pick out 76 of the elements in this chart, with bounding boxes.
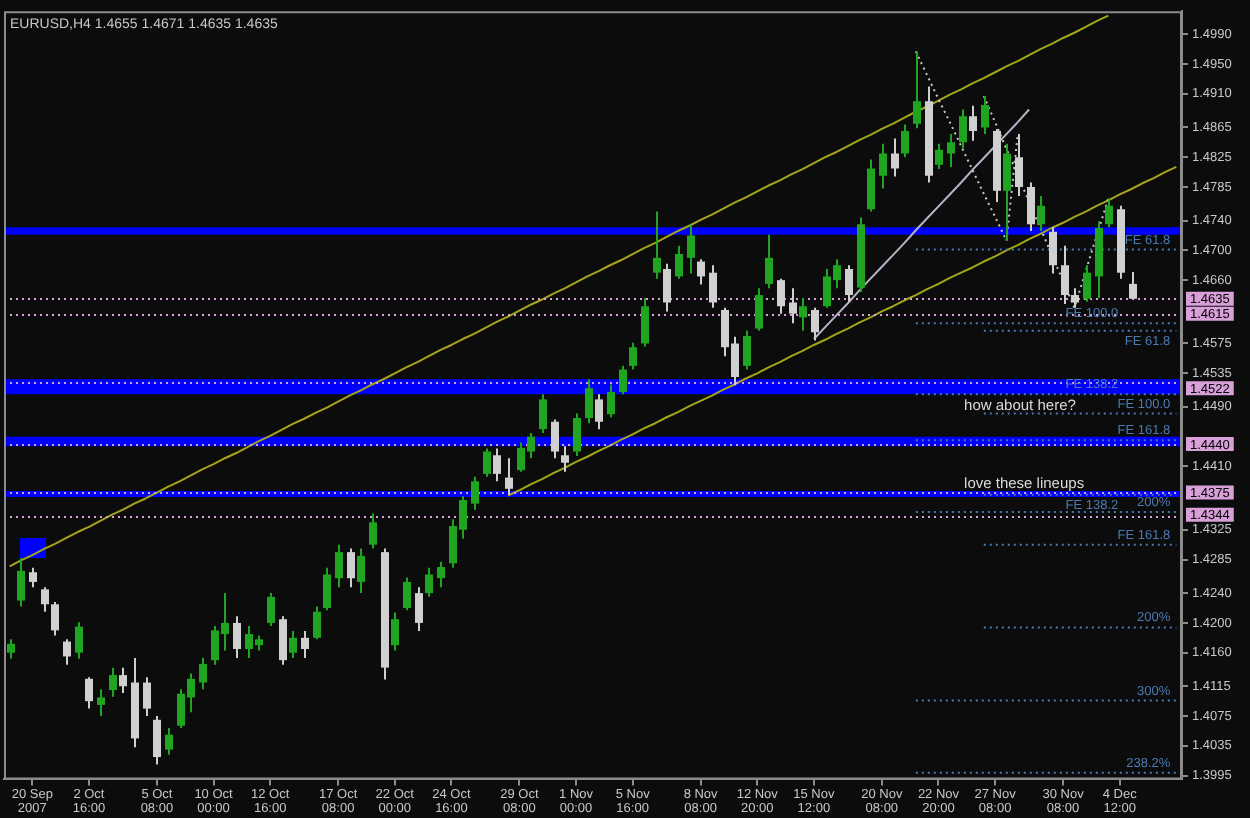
candlestick [483,447,491,478]
candlestick [415,586,423,633]
candlestick [335,543,343,589]
candlestick [845,264,853,303]
candlestick [743,329,751,371]
candlestick [75,621,83,660]
candlestick [347,547,355,589]
candlestick [7,638,15,660]
candlestick [585,378,593,425]
candlestick [323,566,331,612]
candlestick [357,547,365,595]
candlestick [109,666,117,698]
candlestick [1049,226,1057,275]
candlestick [199,656,207,691]
candlestick [51,601,59,637]
candlestick [607,383,615,419]
candlestick [471,475,479,511]
candlestick [697,258,705,286]
candlestick [981,95,989,136]
candlestick [313,605,321,641]
candlestick [85,676,93,710]
candlestick [913,50,921,130]
candlestick [765,233,773,290]
candlestick [573,412,581,458]
candlestick [619,364,627,396]
candlestick [789,287,797,325]
candlestick [959,108,967,150]
candlestick [493,447,501,483]
candlestick [641,297,649,348]
candlestick [97,688,105,718]
candlestick [629,341,637,371]
candlestick [369,512,377,550]
candlestick [267,592,275,627]
candlestick [437,560,445,589]
candlestick [119,666,127,694]
candlestick [63,638,71,666]
candlestick [153,715,161,766]
candlestick [595,393,603,431]
candlestick [1027,181,1035,232]
candlestick [755,287,763,332]
candlestick [1037,194,1045,232]
candlestick [289,630,297,659]
candlestick [41,586,49,613]
candlestick [403,576,411,612]
candlestick [653,210,661,280]
candlestick [1083,264,1091,303]
candlestick [1003,142,1011,242]
candlestick [1129,270,1137,300]
candlestick [165,726,173,756]
candlestick [901,123,909,159]
candlestick [425,566,433,598]
candlestick [947,133,955,168]
candlestick [505,457,513,496]
candlestick [867,158,875,213]
candlestick [675,244,683,280]
candlestick [777,277,785,315]
candlestick [17,557,25,608]
candlestick [279,615,287,666]
candlestick [709,264,717,309]
candlestick [935,142,943,171]
candlestick [301,630,309,659]
candlestick [891,137,899,178]
candlestick [879,142,887,190]
candlestick [687,224,695,275]
candlestick [561,445,569,473]
candlestick [969,104,977,142]
candlestick [663,262,671,313]
candlestick [811,306,819,342]
candlestick [799,297,807,332]
candlestick [391,611,399,652]
candlestick [233,615,241,659]
candlestick [539,393,547,434]
candlestick [551,418,559,460]
candlestick [1105,197,1113,229]
candlestick [143,676,151,718]
candlestick [29,566,37,589]
